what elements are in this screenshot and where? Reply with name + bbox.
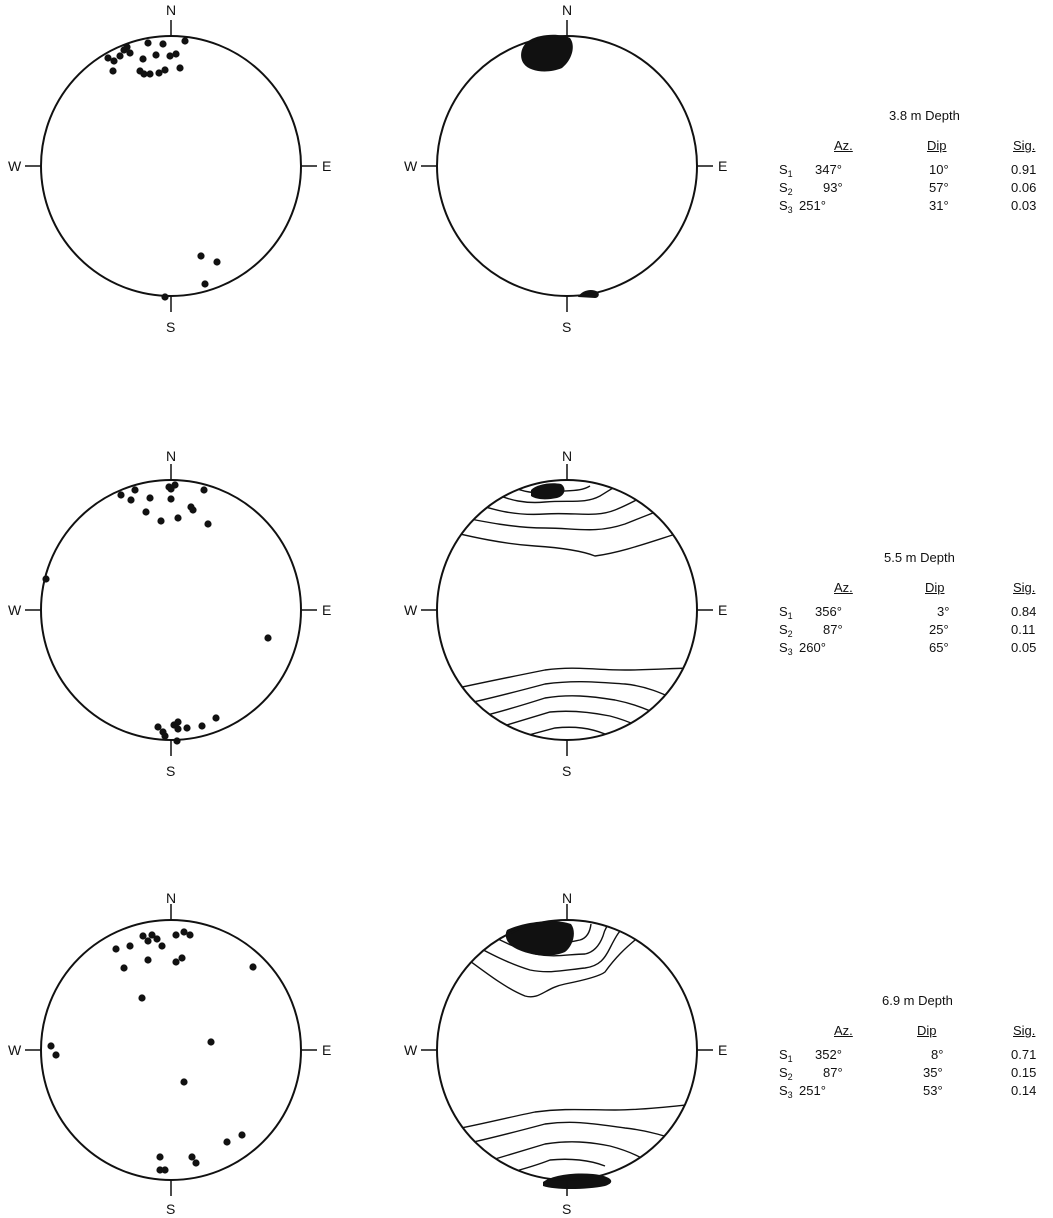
pole-points	[104, 37, 221, 301]
depth-title: 6.9 m Depth	[882, 993, 953, 1008]
north-label: N	[562, 2, 572, 18]
sig-value: 0.84	[1011, 604, 1037, 619]
sig-value: 0.06	[1011, 180, 1037, 195]
stereonet-points-2: N S W E	[8, 448, 331, 779]
table-row: S2 87° 25° 0.11	[779, 622, 1049, 639]
eigen-name: S2	[779, 1065, 793, 1082]
east-label: E	[718, 602, 727, 618]
sig-value: 0.91	[1011, 162, 1037, 177]
stereonet-contours-3: N S W E	[404, 890, 727, 1217]
eigen-name: S2	[779, 622, 793, 639]
az-header: Az.	[834, 138, 853, 153]
stereonet-points-3: N S W E	[8, 890, 331, 1217]
az-value: 87°	[823, 1065, 843, 1080]
west-label: W	[8, 1042, 22, 1058]
south-label: S	[166, 319, 175, 335]
dip-header: Dip	[925, 580, 945, 595]
az-value: 352°	[815, 1047, 842, 1062]
south-label: S	[562, 1201, 571, 1217]
dip-value: 3°	[937, 604, 950, 619]
east-label: E	[718, 1042, 727, 1058]
depth-title: 3.8 m Depth	[889, 108, 960, 123]
south-label: S	[562, 319, 571, 335]
south-label: S	[562, 763, 571, 779]
dip-value: 53°	[923, 1083, 943, 1098]
north-label: N	[166, 890, 176, 906]
sig-value: 0.11	[1011, 622, 1036, 637]
sig-value: 0.15	[1011, 1065, 1037, 1080]
south-label: S	[166, 763, 175, 779]
az-value: 251°	[799, 198, 826, 213]
eigen-name: S3	[779, 640, 793, 657]
dip-value: 25°	[929, 622, 949, 637]
dip-header: Dip	[927, 138, 947, 153]
stereonet-points-1: N S W E	[8, 2, 331, 335]
depth-title: 5.5 m Depth	[884, 550, 955, 565]
az-value: 87°	[823, 622, 843, 637]
table-row: S2 93° 57° 0.06	[779, 180, 1049, 197]
table-row: S1 347° 10° 0.91	[779, 162, 1049, 179]
sig-header: Sig.	[1013, 1023, 1036, 1038]
table-row: S1 352° 8° 0.71	[779, 1047, 1049, 1064]
az-value: 251°	[799, 1083, 826, 1098]
east-label: E	[322, 158, 331, 174]
eigen-name: S1	[779, 162, 793, 179]
az-value: 356°	[815, 604, 842, 619]
table-row: S3 260° 65° 0.05	[779, 640, 1049, 657]
east-label: E	[322, 1042, 331, 1058]
south-label: S	[166, 1201, 175, 1217]
az-header: Az.	[834, 1023, 853, 1038]
dip-header: Dip	[917, 1023, 937, 1038]
pole-points	[42, 481, 272, 745]
eigen-name: S1	[779, 604, 793, 621]
sig-header: Sig.	[1013, 580, 1036, 595]
north-label: N	[562, 448, 572, 464]
west-label: W	[404, 158, 418, 174]
dip-value: 8°	[931, 1047, 944, 1062]
stereonet-contours-2: N S W E	[404, 448, 727, 779]
west-label: W	[8, 602, 22, 618]
az-value: 260°	[799, 640, 826, 655]
eigen-name: S2	[779, 180, 793, 197]
eigen-name: S3	[779, 1083, 793, 1100]
table-row: S3 251° 31° 0.03	[779, 198, 1049, 215]
dip-value: 35°	[923, 1065, 943, 1080]
dip-value: 57°	[929, 180, 949, 195]
east-label: E	[718, 158, 727, 174]
stereonet-contours-1: N S W E	[404, 2, 727, 335]
west-label: W	[8, 158, 22, 174]
eigen-name: S1	[779, 1047, 793, 1064]
north-label: N	[562, 890, 572, 906]
pole-points	[47, 928, 257, 1174]
sig-value: 0.14	[1011, 1083, 1037, 1098]
table-row: S3 251° 53° 0.14	[779, 1083, 1049, 1100]
az-value: 93°	[823, 180, 843, 195]
north-label: N	[166, 448, 176, 464]
west-label: W	[404, 602, 418, 618]
sig-header: Sig.	[1013, 138, 1036, 153]
az-header: Az.	[834, 580, 853, 595]
table-row: S1 356° 3° 0.84	[779, 604, 1049, 621]
east-label: E	[322, 602, 331, 618]
table-row: S2 87° 35° 0.15	[779, 1065, 1049, 1082]
sig-value: 0.71	[1011, 1047, 1037, 1062]
dip-value: 65°	[929, 640, 949, 655]
az-value: 347°	[815, 162, 842, 177]
dip-value: 31°	[929, 198, 949, 213]
dip-value: 10°	[929, 162, 949, 177]
north-label: N	[166, 2, 176, 18]
west-label: W	[404, 1042, 418, 1058]
sig-value: 0.03	[1011, 198, 1037, 213]
sig-value: 0.05	[1011, 640, 1037, 655]
eigen-name: S3	[779, 198, 793, 215]
